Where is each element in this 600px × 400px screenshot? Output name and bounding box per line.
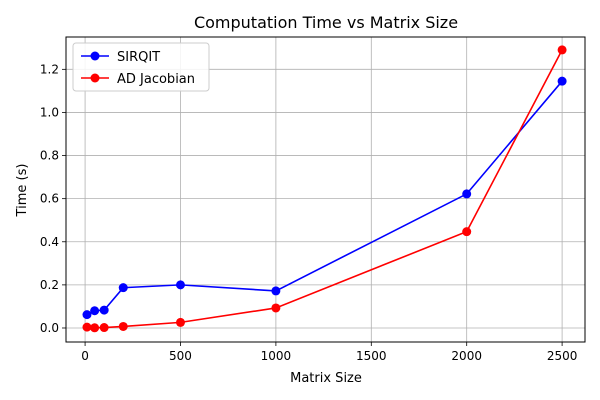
y-tick-label: 1.2 xyxy=(40,62,59,76)
series-layer xyxy=(82,45,567,333)
data-point xyxy=(82,310,92,320)
data-point xyxy=(462,227,472,237)
chart-title: Computation Time vs Matrix Size xyxy=(194,13,458,32)
y-tick-label: 0.6 xyxy=(40,192,59,206)
data-point xyxy=(557,45,567,55)
data-point xyxy=(462,189,472,199)
legend: SIRQIT AD Jacobian xyxy=(72,42,210,92)
data-point xyxy=(271,303,281,313)
legend-box xyxy=(72,42,210,92)
y-tick-label: 1.0 xyxy=(40,105,59,119)
x-tick-label: 1000 xyxy=(261,349,292,363)
series-line xyxy=(86,80,563,316)
y-tick-label: 0.8 xyxy=(40,149,59,163)
data-point xyxy=(99,323,109,333)
data-point xyxy=(99,305,109,315)
axis-ticks: 0 500 1000 1500 2000 2500 0.0 0.2 0.4 0.6 0.8 1.0 1.… xyxy=(40,62,577,363)
x-tick-label: 0 xyxy=(81,349,89,363)
legend-marker xyxy=(90,73,100,83)
series-sirqit xyxy=(82,76,567,320)
y-tick-label: 0.4 xyxy=(40,235,59,249)
y-tick-label: 0.2 xyxy=(40,278,59,292)
data-point xyxy=(118,321,128,331)
data-point xyxy=(90,306,100,316)
x-tick-label: 2500 xyxy=(547,349,578,363)
plot-frame xyxy=(65,36,586,343)
x-tick-label: 1500 xyxy=(356,349,387,363)
x-tick-label: 500 xyxy=(169,349,192,363)
y-tick-label: 0.0 xyxy=(40,321,59,335)
x-tick-label: 2000 xyxy=(451,349,482,363)
data-point xyxy=(175,317,185,327)
data-point xyxy=(271,286,281,296)
x-axis-label: Matrix Size xyxy=(290,371,362,386)
data-point xyxy=(90,323,100,333)
legend-label: AD Jacobian xyxy=(117,72,195,87)
legend-marker xyxy=(90,51,100,61)
legend-item: AD Jacobian xyxy=(81,72,195,87)
data-point xyxy=(82,322,92,332)
y-axis-label: Time (s) xyxy=(15,164,30,218)
legend-item: SIRQIT xyxy=(81,50,160,65)
data-point xyxy=(118,283,128,293)
data-point xyxy=(175,280,185,290)
data-point xyxy=(557,76,567,86)
legend-label: SIRQIT xyxy=(117,50,160,65)
series-ad-jacobian xyxy=(82,45,567,333)
